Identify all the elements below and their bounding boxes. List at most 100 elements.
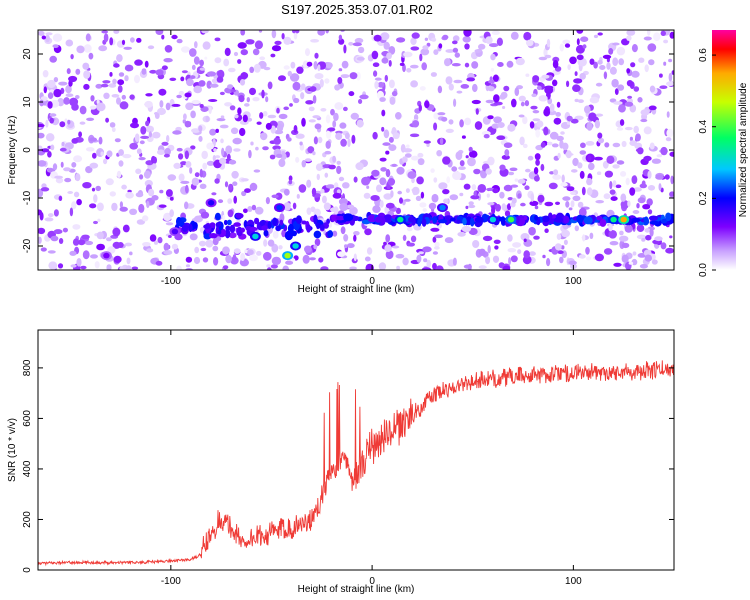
spectrogram-speckle — [434, 246, 440, 250]
spectrogram-speckle — [366, 247, 373, 255]
spectrogram-speckle — [544, 85, 554, 95]
spectrogram-speckle — [302, 60, 309, 69]
spectrogram-speckle — [549, 103, 555, 112]
spectrogram-speckle — [325, 130, 332, 139]
spectrogram-speckle — [453, 79, 463, 84]
spectrogram-speckle — [640, 109, 650, 116]
spectrogram-speckle — [45, 32, 53, 36]
spectrogram-speckle — [109, 191, 117, 197]
spectrogram-speckle — [321, 195, 327, 204]
colorbar-tick-label: 0.6 — [698, 48, 709, 62]
spectrogram-speckle — [38, 160, 47, 167]
spectrogram-band-blob — [470, 217, 475, 227]
spectrogram-speckle — [224, 102, 233, 107]
spectrogram-speckle — [228, 67, 236, 73]
spectrogram-speckle — [292, 81, 301, 91]
spectrogram-speckle — [314, 52, 319, 59]
spectrogram-speckle — [82, 250, 90, 260]
spectrogram-speckle — [639, 264, 649, 269]
colorbar: 0.0 0.2 0.4 0.6 Normalized spectral amplitu… — [698, 30, 749, 277]
spectrogram-speckle — [647, 43, 657, 52]
spectrogram-speckle — [451, 166, 458, 172]
spectrogram-speckle — [283, 188, 290, 196]
spectrogram-speckle — [116, 97, 121, 105]
spectrogram-speckle — [638, 57, 645, 63]
spectrogram-speckle — [246, 97, 250, 103]
spectrogram-speckle — [388, 144, 397, 152]
spectrogram-speckle — [283, 106, 290, 111]
spectrogram-band-blob — [267, 221, 272, 229]
spectrogram-speckle — [489, 43, 499, 48]
spectrogram-speckle — [202, 41, 211, 50]
spectrogram-speckle — [380, 167, 387, 172]
spectrogram-speckle — [609, 66, 617, 75]
spectrogram-speckle — [324, 78, 330, 84]
spectrogram-speckle — [644, 228, 651, 233]
spectrogram-speckle — [290, 258, 296, 262]
spectrogram-speckle — [259, 112, 264, 119]
spectrogram-speckle — [514, 87, 520, 97]
spectrogram-speckle — [320, 108, 327, 112]
spectrogram-speckle — [380, 32, 390, 41]
spectrogram-speckle — [39, 211, 44, 221]
spectrogram-speckle — [668, 58, 673, 63]
spectrogram-speckle — [406, 68, 412, 73]
spectrogram-speckle — [178, 153, 184, 160]
spectrogram-speckle — [416, 176, 424, 185]
spectrogram-band-blob — [450, 217, 456, 222]
spectrogram-speckle — [105, 117, 109, 123]
spectrogram-speckle — [464, 117, 472, 126]
spectrogram-speckle — [629, 187, 636, 196]
spectrogram-speckle — [608, 48, 614, 55]
spectrogram-speckle — [442, 34, 449, 40]
spectrogram-speckle — [626, 68, 631, 74]
spectrogram-speckle — [577, 201, 584, 208]
spectrogram-speckle — [61, 141, 65, 147]
spectrogram-speckle — [493, 116, 502, 124]
spectrogram-speckle — [370, 195, 380, 201]
spectrogram-speckle — [75, 95, 80, 99]
spectrogram-speckle — [595, 200, 604, 204]
spectrogram-speckle — [402, 234, 407, 241]
spectrogram-speckle — [250, 141, 254, 146]
spectrogram-speckle — [664, 174, 670, 180]
spectrogram-speckle — [381, 126, 385, 132]
x-tick-label: -100 — [161, 276, 181, 287]
spectrogram-speckle — [585, 246, 590, 255]
spectrogram-speckle — [467, 157, 476, 167]
spectrogram-speckle — [483, 134, 490, 139]
spectrogram-speckle — [38, 145, 43, 150]
spectrogram-speckle — [541, 74, 550, 79]
spectrogram-speckle — [379, 200, 384, 208]
spectrogram-speckle — [665, 137, 672, 142]
spectrogram-speckle — [253, 169, 261, 173]
spectrogram-speckle — [348, 41, 354, 46]
y-tick-label: 200 — [22, 511, 33, 528]
spectrogram-speckle — [631, 70, 640, 78]
spectrogram-speckle — [330, 108, 335, 116]
spectrogram-speckle — [223, 58, 230, 67]
spectrogram-speckle — [247, 249, 254, 256]
spectrogram-speckle — [306, 61, 313, 67]
spectrogram-speckle — [346, 243, 355, 249]
spectrogram-band-blob — [383, 214, 393, 223]
spectrogram-speckle — [263, 239, 268, 247]
spectrogram-speckle — [441, 116, 448, 122]
spectrogram-speckle — [561, 229, 570, 238]
spectrogram-speckle — [459, 160, 465, 167]
spectrogram-speckle — [669, 191, 674, 197]
spectrogram-speckle — [570, 191, 576, 195]
spectrogram-speckle — [85, 166, 93, 174]
spectrogram-speckle — [312, 95, 317, 104]
spectrogram-speckle — [464, 62, 470, 68]
y-tick-label: 20 — [22, 48, 33, 60]
spectrogram-speckle — [75, 68, 81, 75]
spectrogram-speckle — [547, 141, 553, 146]
spectrogram-speckle — [228, 232, 237, 239]
spectrogram-speckle — [633, 125, 639, 134]
spectrogram-speckle — [385, 169, 391, 178]
spectrogram-speckle — [570, 200, 575, 208]
spectrogram-speckle — [632, 251, 637, 256]
spectrogram-speckle — [64, 177, 72, 183]
spectrogram-speckle — [337, 251, 346, 257]
